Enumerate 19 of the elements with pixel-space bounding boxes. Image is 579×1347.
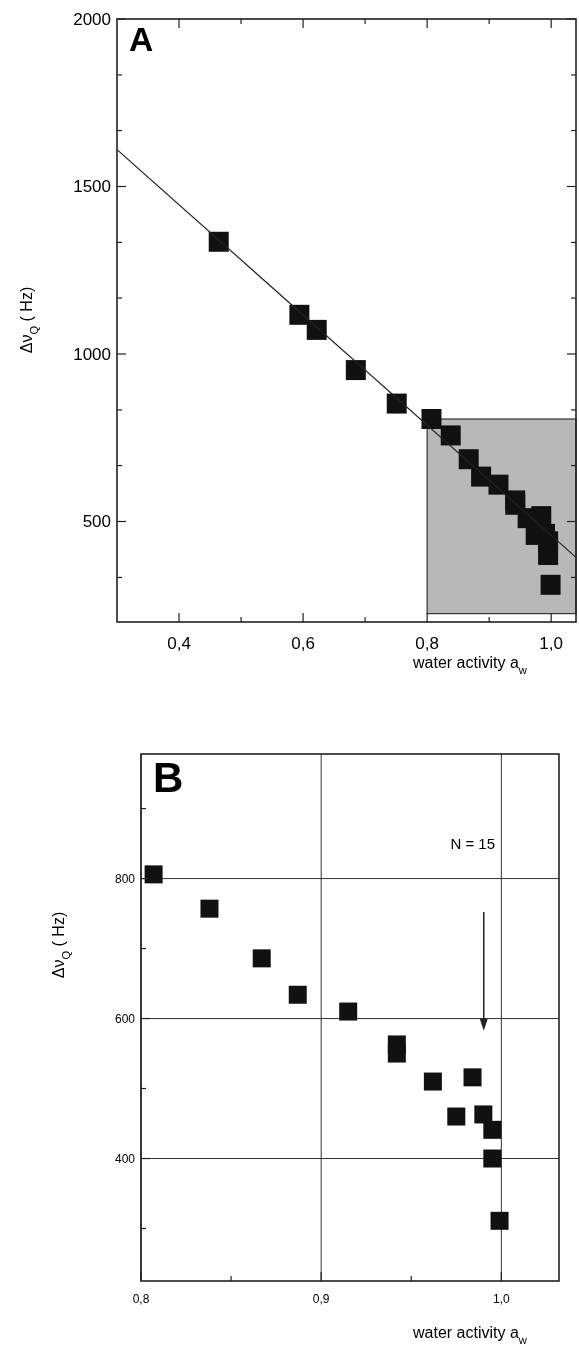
x-tick-label: 0,4 [167, 634, 191, 653]
y-tick-label: 600 [114, 1011, 136, 1026]
y-tick-label: 1500 [73, 177, 111, 197]
x-tick-label: 1,0 [493, 1292, 511, 1306]
chart-title: B [153, 754, 184, 801]
x-tick-label: 0,9 [312, 1292, 330, 1306]
y-tick-label: 2000 [73, 9, 111, 29]
x-tick-label: 0,8 [132, 1292, 150, 1306]
y-tick-label: 800 [114, 871, 136, 886]
x-tick-label: 0,6 [291, 634, 315, 653]
x-axis-title: water activity a$_{w}$ [412, 1324, 528, 1346]
x-tick-label: 1,0 [539, 634, 564, 653]
y-tick-label: 1000 [73, 344, 111, 364]
x-tick-label: 0,8 [415, 634, 439, 653]
y-tick-label: 500 [82, 512, 111, 532]
x-axis-title: water activity a$_{w}$ [412, 654, 528, 676]
chart-title: A [129, 21, 154, 58]
annotation: N = 15 [450, 834, 495, 852]
y-tick-label: 400 [114, 1151, 136, 1166]
